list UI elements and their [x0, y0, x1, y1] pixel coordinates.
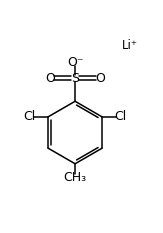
Text: Cl: Cl — [23, 110, 36, 123]
Text: O: O — [45, 72, 55, 85]
Text: Li⁺: Li⁺ — [122, 39, 138, 52]
Text: O⁻: O⁻ — [67, 55, 83, 69]
Text: CH₃: CH₃ — [64, 171, 87, 184]
Text: O: O — [95, 72, 105, 85]
Text: Cl: Cl — [114, 110, 127, 123]
Text: S: S — [71, 72, 79, 85]
